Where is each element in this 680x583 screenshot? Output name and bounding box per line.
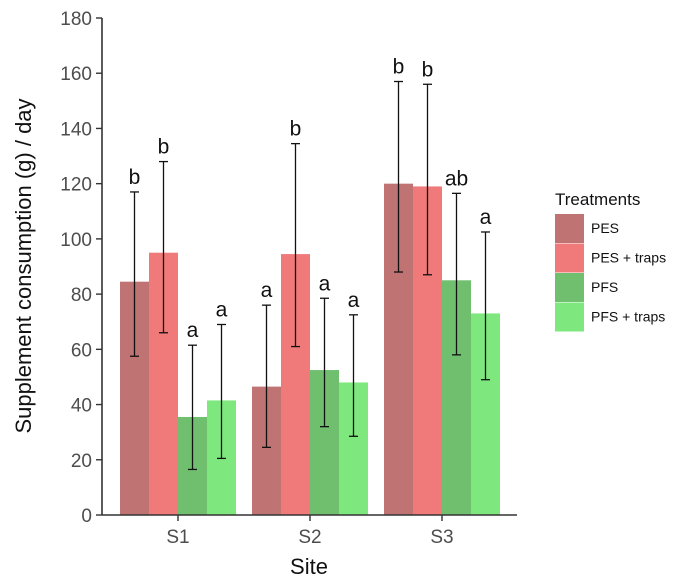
legend-swatch — [555, 214, 584, 243]
y-axis-title: Supplement consumption (g) / day — [11, 98, 36, 433]
x-tick-label: S1 — [166, 527, 189, 548]
x-axis-title: Site — [290, 554, 328, 579]
error-bars-layer — [130, 80, 490, 471]
y-tick-label: 100 — [60, 230, 92, 251]
legend: Treatments PES PES + traps PFS PFS + traps — [555, 190, 666, 332]
legend-label: PFS + traps — [591, 309, 665, 325]
y-tick-label: 20 — [71, 451, 92, 472]
significance-letter: b — [422, 58, 434, 81]
significance-letter: a — [348, 289, 360, 312]
significance-letter: b — [393, 56, 405, 79]
significance-letter: a — [261, 279, 273, 302]
legend-items: PES PES + traps PFS PFS + traps — [555, 214, 666, 332]
legend-swatch — [555, 243, 584, 273]
legend-swatch — [555, 273, 584, 302]
bars-layer — [120, 183, 500, 515]
significance-letter: a — [480, 206, 492, 229]
legend-label: PES + traps — [591, 250, 666, 266]
legend-swatch — [555, 302, 584, 332]
legend-title: Treatments — [555, 190, 640, 209]
significance-letter: a — [319, 272, 331, 295]
legend-label: PES — [591, 220, 619, 236]
y-tick-label: 80 — [71, 285, 92, 306]
significance-letter: b — [129, 166, 141, 189]
significance-letter: a — [187, 319, 199, 342]
y-tick-label: 160 — [60, 64, 92, 85]
y-tick-label: 60 — [71, 340, 92, 361]
significance-letter: ab — [445, 167, 468, 190]
y-tick-label: 0 — [81, 506, 92, 527]
y-tick-label: 180 — [60, 9, 92, 30]
legend-label: PFS — [591, 279, 618, 295]
x-ticks-layer: S1 S2 S3 — [166, 515, 454, 548]
x-tick-label: S3 — [430, 527, 453, 548]
y-ticks-layer: 0 20 40 60 80 100 120 140 160 180 — [60, 9, 102, 527]
x-tick-label: S2 — [298, 527, 321, 548]
y-tick-label: 40 — [71, 396, 92, 417]
significance-letter: a — [216, 298, 228, 321]
y-tick-label: 140 — [60, 119, 92, 140]
y-tick-label: 120 — [60, 175, 92, 196]
significance-letter: b — [158, 136, 170, 159]
significance-letter: b — [290, 118, 302, 141]
